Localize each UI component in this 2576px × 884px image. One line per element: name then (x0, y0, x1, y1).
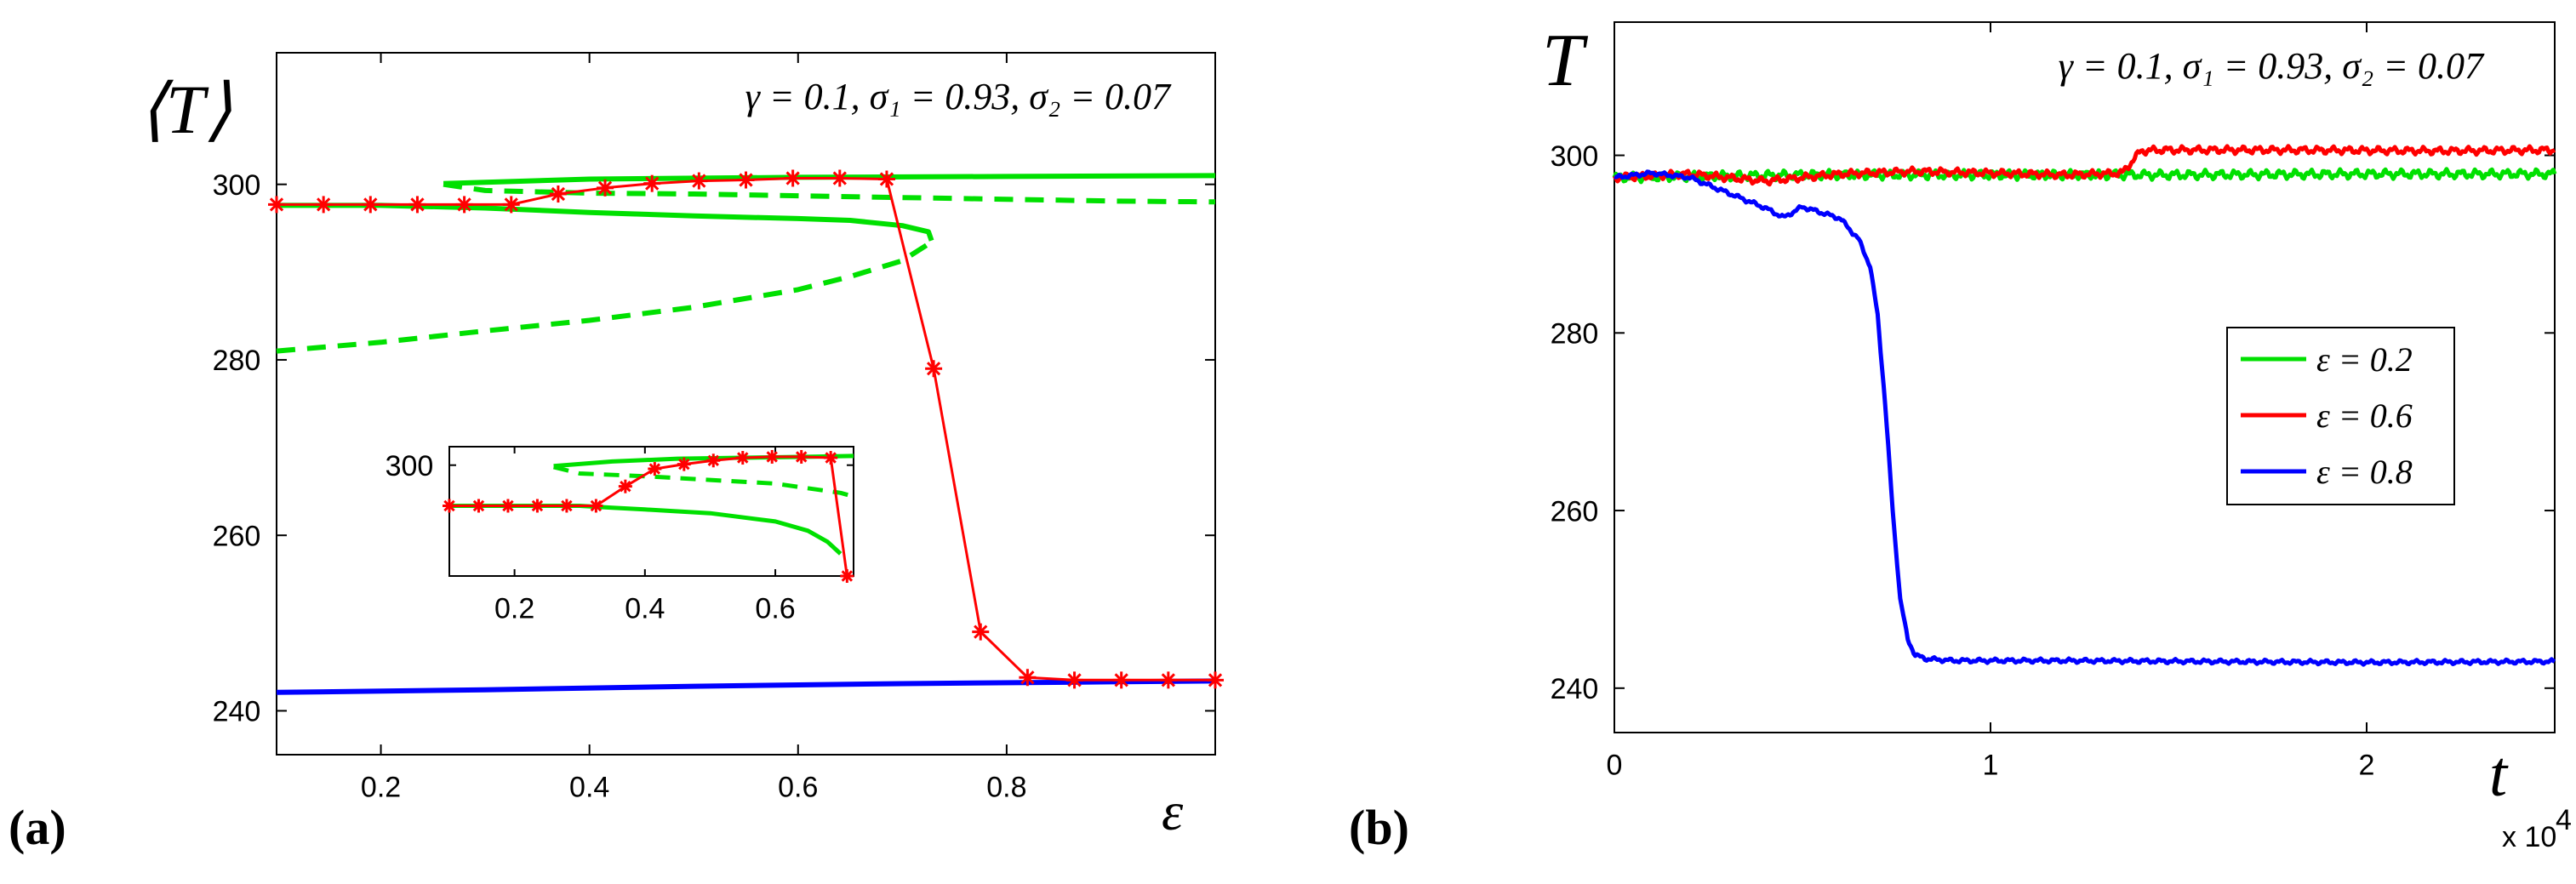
panel-a-marker-13 (877, 170, 895, 188)
inset-marker-11 (765, 449, 780, 464)
panel-a-series (268, 169, 1224, 695)
inset-marker-14 (840, 569, 854, 583)
x-multiplier-base: x 10 (2502, 821, 2556, 853)
panel-a-ytick-label-3: 300 (213, 169, 261, 202)
panel-a-marker-6 (549, 185, 567, 203)
panel-b-xtick-label-2: 2 (2359, 749, 2375, 781)
inset-marker-10 (735, 451, 750, 465)
panel-b-ytick-label-1: 260 (1551, 495, 1599, 528)
panel-a-xtick-label-2: 0.6 (778, 771, 818, 803)
panel-b-ytick-label-2: 280 (1551, 318, 1599, 351)
inset-marker-3 (530, 499, 545, 513)
legend-entry-1: ε = 0.6 (2241, 396, 2413, 435)
inset-marker-4 (559, 499, 574, 513)
inset-marker-7 (648, 462, 662, 476)
panel-b-xtick-label-0: 0 (1607, 749, 1623, 781)
panel-a-marker-12 (831, 169, 848, 187)
inset-marker-2 (500, 499, 515, 513)
legend-entry-2: ε = 0.8 (2241, 453, 2413, 491)
panel-a-marker-5 (502, 196, 520, 214)
panel-a-marker-17 (1065, 671, 1083, 689)
legend: ε = 0.2 ε = 0.6 ε = 0.8 (2226, 327, 2455, 505)
panel-a-marker-18 (1112, 671, 1130, 689)
panel-a-xtick-label-0: 0.2 (361, 771, 401, 803)
panel-b-params: γ = 0.1, σ₁ = 0.93, σ₂ = 0.07 (2059, 45, 2485, 87)
inset-marker-9 (706, 453, 721, 468)
panel-a-ytick-label-2: 280 (213, 345, 261, 377)
panel-a-marker-9 (690, 172, 708, 190)
panel-b-ylabel: T (1542, 20, 1589, 102)
panel-b: 0 1 2 240 260 280 300 γ = 0.1, σ₁ = 0.93, σ₂ =… (1349, 20, 2572, 855)
panel-a-marker-7 (597, 179, 614, 197)
inset-marker-1 (471, 499, 486, 513)
panel-b-label: (b) (1349, 800, 1409, 855)
inset-marker-0 (443, 499, 456, 513)
inset-marker-6 (618, 479, 632, 493)
x-multiplier-exponent: 4 (2556, 804, 2572, 836)
panel-a-xlabel: ε (1162, 781, 1184, 841)
panel-a-marker-14 (925, 360, 943, 378)
legend-label-eps-0.8: ε = 0.8 (2316, 453, 2413, 491)
legend-label-eps-0.6: ε = 0.6 (2316, 396, 2413, 435)
panel-a-ytick-label-0: 240 (213, 696, 261, 728)
panel-a-marker-20 (1207, 671, 1224, 689)
inset-series-1 (552, 465, 854, 499)
panel-a-ticks: 0.2 0.4 0.6 0.8 240 260 280 300 (213, 53, 1215, 803)
panel-a-marker-8 (643, 174, 661, 192)
panel-a-series-4 (276, 678, 1216, 695)
panel-a-xtick-label-3: 0.8 (986, 771, 1026, 803)
panel-b-ytick-label-3: 300 (1551, 140, 1599, 173)
inset-ytick-label-0: 300 (386, 450, 434, 482)
panel-a-axes-box (276, 52, 1216, 756)
inset-xtick-label-0: 0.2 (494, 592, 534, 625)
inset-marker-8 (677, 457, 691, 471)
panel-a-marker-0 (268, 196, 285, 214)
panel-a: 0.2 0.4 0.6 0.8 240 260 280 300 γ = 0.1, σ₁ = 0… (9, 52, 1224, 855)
panel-b-xtick-label-1: 1 (1983, 749, 1999, 781)
panel-a-params: γ = 0.1, σ₁ = 0.93, σ₂ = 0.07 (745, 76, 1172, 117)
panel-a-marker-16 (1019, 669, 1037, 687)
panel-a-series-3 (276, 242, 930, 354)
panel-a-marker-2 (362, 196, 380, 214)
inset-ticks: 0.2 0.4 0.6 300 (386, 447, 854, 625)
legend-label-eps-0.2: ε = 0.2 (2316, 340, 2413, 379)
panel-a-series-1 (443, 181, 1216, 205)
panel-a-marker-19 (1159, 671, 1177, 689)
inset-marker-12 (794, 449, 808, 464)
panel-a-ylabel: ⟨T⟩ (139, 71, 232, 148)
panel-b-series (1612, 144, 2557, 667)
panel-b-ytick-label-0: 240 (1551, 673, 1599, 705)
inset-series (443, 449, 854, 583)
panel-b-x-multiplier: x 10 4 (2502, 804, 2572, 853)
inset-xtick-label-2: 0.6 (755, 592, 795, 625)
panel-a-xtick-label-1: 0.4 (569, 771, 609, 803)
panel-b-series-2 (1614, 169, 2556, 667)
inset-xtick-label-1: 0.4 (625, 592, 665, 625)
panel-a-marker-3 (408, 196, 426, 214)
panel-a-label: (a) (9, 800, 66, 855)
panel-a-marker-1 (315, 196, 333, 214)
panel-a-marker-10 (737, 171, 755, 189)
panel-a-marker-11 (784, 169, 802, 187)
legend-entry-0: ε = 0.2 (2241, 340, 2413, 379)
inset-marker-5 (589, 499, 603, 513)
panel-a-series-2 (277, 202, 934, 242)
panel-a-marker-15 (972, 623, 990, 641)
panel-a-ytick-label-1: 260 (213, 520, 261, 552)
panel-b-ticks: 0 1 2 240 260 280 300 (1551, 22, 2555, 781)
panel-a-inset: 0.2 0.4 0.6 300 (386, 446, 854, 625)
panel-a-marker-4 (455, 196, 473, 214)
inset-marker-13 (824, 451, 838, 465)
panel-b-xlabel: t (2489, 739, 2509, 810)
panel-b-series-1 (1612, 144, 2556, 187)
